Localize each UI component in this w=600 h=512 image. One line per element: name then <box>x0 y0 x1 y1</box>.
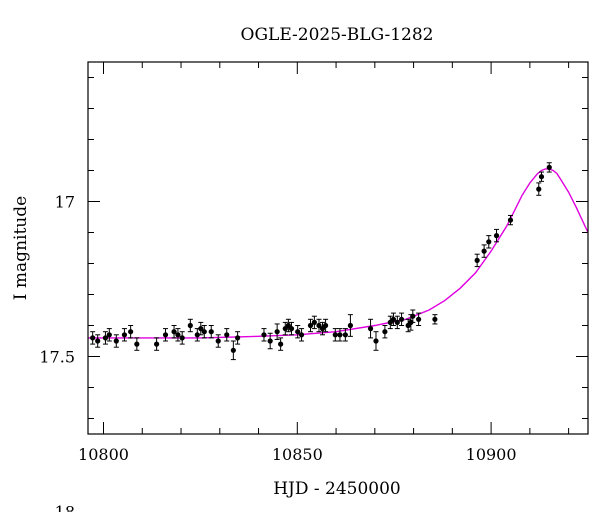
data-point <box>307 322 314 329</box>
data-point <box>208 329 214 335</box>
data-point <box>224 332 230 338</box>
data-point <box>113 338 119 344</box>
data-point <box>410 313 416 319</box>
data-point <box>278 341 284 347</box>
data-point <box>474 257 480 263</box>
data-point <box>316 322 322 329</box>
data-point <box>267 338 273 344</box>
data-point <box>171 329 177 335</box>
data-point <box>481 248 487 254</box>
model-curve <box>88 168 588 339</box>
data-point <box>342 332 348 338</box>
y-tick-label: 18 <box>55 503 75 512</box>
y-axis-label: I magnitude <box>11 196 31 300</box>
data-point <box>288 326 295 332</box>
data-point <box>274 329 280 335</box>
data-point <box>134 341 140 347</box>
data-point <box>162 332 169 338</box>
data-point <box>194 332 200 338</box>
data-point <box>128 329 134 335</box>
data-point <box>215 338 221 344</box>
data-point <box>235 335 241 341</box>
data-point <box>311 319 317 325</box>
y-tick-label: 17 <box>55 193 75 212</box>
model-curve-group <box>88 168 588 339</box>
data-point <box>198 326 204 332</box>
data-point <box>536 186 542 192</box>
data-point <box>201 329 207 335</box>
data-point <box>298 332 305 338</box>
data-point <box>322 322 329 329</box>
x-tick-label: 10800 <box>78 445 129 464</box>
data-point <box>398 316 405 322</box>
chart-title: OGLE-2025-BLG-1282 <box>241 25 434 45</box>
data-point <box>432 316 438 322</box>
data-point <box>95 338 101 344</box>
data-point <box>187 322 193 329</box>
data-point <box>121 332 128 338</box>
data-point <box>102 335 109 341</box>
data-point <box>332 332 338 338</box>
plot-frame <box>87 61 589 435</box>
y-tick-label: 17.5 <box>39 348 75 367</box>
data-point <box>394 319 400 325</box>
data-point <box>175 332 181 338</box>
data-point <box>486 239 492 245</box>
data-point <box>261 332 267 338</box>
data-point <box>179 335 185 341</box>
data-point <box>347 322 354 329</box>
tick-labels: 10800 10850 10900 17 17.5 18 <box>39 193 516 512</box>
data-point <box>416 316 422 322</box>
data-point <box>493 233 500 239</box>
data-point <box>90 335 96 341</box>
data-point <box>154 341 160 347</box>
data-point <box>538 174 545 180</box>
data-point <box>295 329 301 335</box>
x-tick-label: 10900 <box>466 445 517 464</box>
data-point <box>373 338 379 344</box>
data-point <box>367 326 374 332</box>
data-point <box>507 217 514 223</box>
data-point <box>337 332 343 338</box>
x-tick-label: 10850 <box>272 445 323 464</box>
data-point <box>106 332 112 338</box>
data-points-group <box>90 162 552 361</box>
data-point <box>390 316 397 322</box>
data-point <box>546 164 552 170</box>
axis-ticks <box>88 62 588 434</box>
data-point <box>382 329 388 335</box>
data-point <box>230 347 236 353</box>
x-axis-label: HJD - 2450000 <box>273 479 401 499</box>
